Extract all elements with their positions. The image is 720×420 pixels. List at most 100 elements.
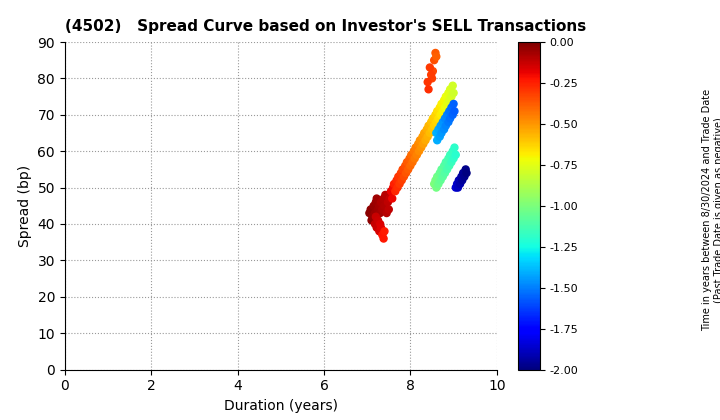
Point [441, 100, 453, 107]
Point [364, 210, 375, 216]
Point [370, 199, 382, 205]
Point [431, 119, 442, 126]
Point [453, 177, 464, 184]
Point [459, 173, 470, 180]
Point [456, 173, 467, 180]
Point [424, 64, 436, 71]
Point [430, 50, 441, 56]
Point [443, 119, 454, 126]
Point [379, 228, 390, 235]
Point [414, 137, 426, 144]
Point [369, 210, 381, 216]
Point [384, 195, 395, 202]
Point [375, 199, 387, 205]
Text: Time in years between 8/30/2024 and Trade Date
(Past Trade Date is given as nega: Time in years between 8/30/2024 and Trad… [702, 89, 720, 331]
Point [447, 148, 459, 155]
Point [435, 177, 446, 184]
Point [441, 166, 453, 173]
Point [377, 206, 388, 213]
Point [433, 115, 444, 122]
Point [431, 137, 443, 144]
Point [444, 97, 455, 104]
Point [454, 181, 466, 187]
Point [368, 202, 379, 209]
Point [430, 177, 441, 184]
Point [398, 173, 410, 180]
Point [365, 206, 377, 213]
Point [448, 100, 459, 107]
Point [440, 159, 451, 165]
Point [436, 100, 447, 107]
Point [443, 155, 454, 162]
Point [372, 206, 384, 213]
Point [423, 86, 434, 93]
Point [447, 111, 459, 118]
Point [400, 163, 411, 169]
Point [439, 104, 451, 111]
Point [426, 71, 437, 78]
Point [378, 235, 390, 242]
Point [437, 108, 449, 115]
Point [444, 108, 455, 115]
Point [371, 224, 382, 231]
Point [443, 89, 454, 96]
Point [433, 181, 444, 187]
Point [439, 115, 451, 122]
Point [408, 148, 420, 155]
Point [435, 122, 446, 129]
Point [431, 184, 442, 191]
Point [436, 166, 447, 173]
Point [383, 206, 395, 213]
Point [391, 177, 402, 184]
Point [444, 86, 456, 93]
Point [413, 141, 424, 147]
Point [401, 159, 413, 165]
Point [377, 231, 388, 238]
Point [444, 163, 455, 169]
Point [374, 228, 385, 235]
Point [422, 79, 433, 85]
Point [385, 188, 397, 194]
Point [405, 152, 417, 158]
Point [446, 93, 457, 100]
Point [427, 68, 438, 74]
Point [449, 144, 460, 151]
Point [374, 210, 386, 216]
Point [379, 202, 390, 209]
Point [387, 184, 399, 191]
Point [418, 130, 430, 136]
Point [434, 170, 446, 176]
Point [437, 173, 449, 180]
Point [438, 163, 450, 169]
Point [400, 170, 412, 176]
Point [437, 119, 449, 126]
Point [435, 111, 446, 118]
Point [394, 181, 405, 187]
Point [374, 202, 385, 209]
Point [444, 152, 456, 158]
Point [397, 166, 408, 173]
Point [371, 195, 382, 202]
Point [404, 155, 415, 162]
Point [409, 155, 420, 162]
Point [424, 130, 436, 136]
Point [366, 217, 377, 224]
Point [372, 217, 384, 224]
Point [436, 130, 447, 136]
Point [446, 104, 457, 111]
Point [434, 133, 446, 140]
Point [395, 170, 407, 176]
Point [411, 152, 423, 158]
Point [428, 122, 440, 129]
Point [433, 126, 444, 133]
Point [449, 108, 460, 115]
Point [387, 195, 398, 202]
Point [447, 82, 459, 89]
Point [402, 166, 414, 173]
Point [423, 122, 434, 129]
Point [426, 119, 437, 126]
Point [439, 170, 451, 176]
Point [421, 126, 433, 133]
Point [392, 173, 404, 180]
Point [450, 184, 462, 191]
